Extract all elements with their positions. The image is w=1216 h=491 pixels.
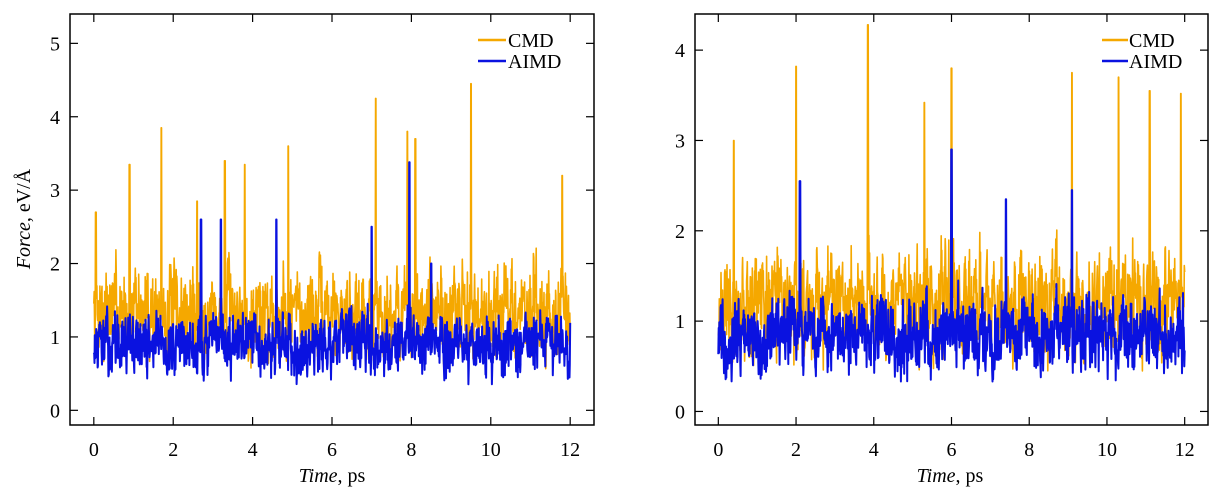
right-y-tick-label: 2 [675, 221, 685, 243]
right-series-layer [717, 23, 1186, 383]
left-y-tick-label: 5 [50, 33, 60, 55]
right-series-cmd-line [717, 23, 1186, 372]
left-x-tick-label: 0 [89, 439, 99, 461]
left-series-cmd-line [93, 82, 571, 370]
left-y-axis-label: Force, eV/Å [13, 168, 35, 270]
right-y-tick-label: 0 [675, 401, 685, 423]
left-x-tick-label: 12 [560, 439, 580, 461]
right-x-tick-label: 4 [869, 439, 879, 461]
right-y-tick-label: 3 [675, 130, 685, 152]
left-x-tick-label: 6 [327, 439, 337, 461]
right-legend: CMD AIMD [1102, 30, 1182, 73]
right-x-tick-label: 8 [1024, 439, 1034, 461]
right-x-tick-label: 6 [947, 439, 957, 461]
left-y-tick-label: 0 [50, 400, 60, 422]
left-legend-aimd-label: AIMD [508, 51, 561, 73]
left-y-tick-label: 3 [50, 180, 60, 202]
right-series-aimd-line [717, 148, 1186, 383]
left-y-tick-label: 4 [50, 107, 60, 129]
left-x-axis-label: Time, ps [299, 465, 366, 487]
right-x-axis-label: Time, ps [917, 465, 984, 487]
left-x-tick-label: 8 [406, 439, 416, 461]
right-legend-cmd-label: CMD [1129, 30, 1175, 52]
right-y-tick-label: 1 [675, 311, 685, 333]
left-y-tick-label: 2 [50, 254, 60, 276]
left-x-tick-label: 4 [248, 439, 258, 461]
left-legend: CMD AIMD [478, 30, 561, 73]
right-x-tick-label: 2 [791, 439, 801, 461]
left-series-layer [92, 82, 572, 386]
right-x-tick-label: 12 [1175, 439, 1195, 461]
left-legend-cmd-label: CMD [508, 30, 554, 52]
left-x-tick-label: 10 [481, 439, 501, 461]
right-y-tick-label: 4 [675, 40, 685, 62]
right-x-tick-label: 10 [1097, 439, 1117, 461]
left-x-tick-label: 2 [168, 439, 178, 461]
right-legend-aimd-label: AIMD [1129, 51, 1182, 73]
right-x-tick-label: 0 [713, 439, 723, 461]
left-y-tick-label: 1 [50, 327, 60, 349]
left-series-aimd-line [92, 161, 572, 386]
